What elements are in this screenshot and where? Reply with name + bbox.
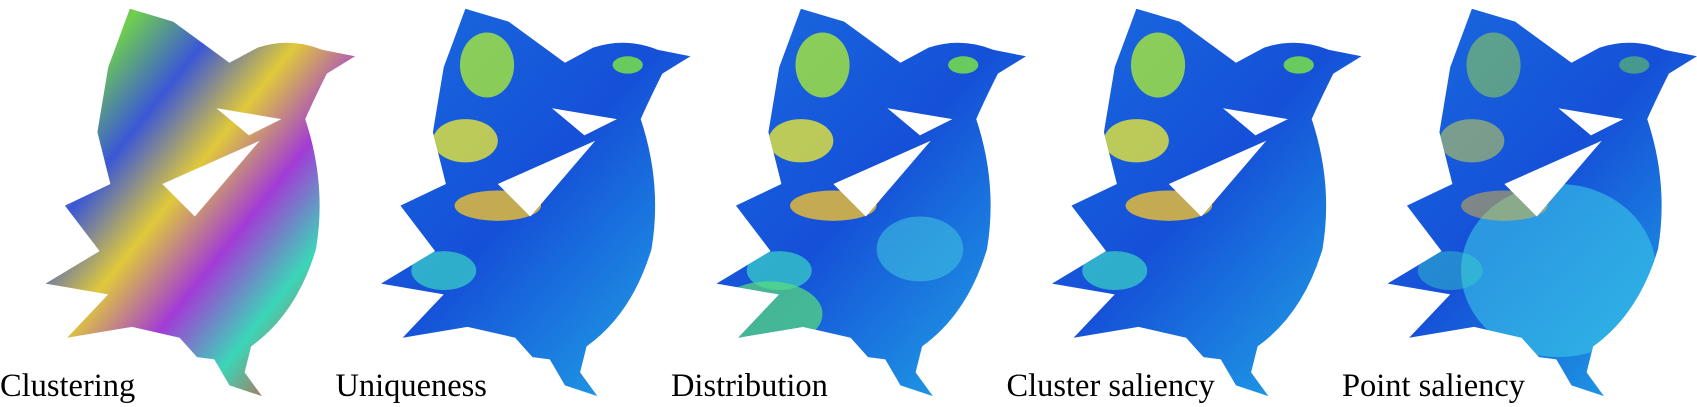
panel xyxy=(1051,8,1362,397)
gap xyxy=(1504,108,1624,217)
gap xyxy=(833,108,953,217)
panel-label: Clustering xyxy=(0,368,135,404)
panel-label: Distribution xyxy=(671,368,828,404)
gap xyxy=(497,108,617,217)
gap xyxy=(1168,108,1288,217)
panel xyxy=(1387,8,1697,397)
panel-label: Cluster saliency xyxy=(1007,368,1216,404)
panel xyxy=(380,8,691,397)
point-saliency-image xyxy=(1387,8,1697,397)
gap xyxy=(162,108,282,217)
panel-label: Point saliency xyxy=(1342,368,1526,404)
panel xyxy=(45,8,355,397)
panel-label: Uniqueness xyxy=(336,368,487,404)
panel xyxy=(716,8,1026,397)
